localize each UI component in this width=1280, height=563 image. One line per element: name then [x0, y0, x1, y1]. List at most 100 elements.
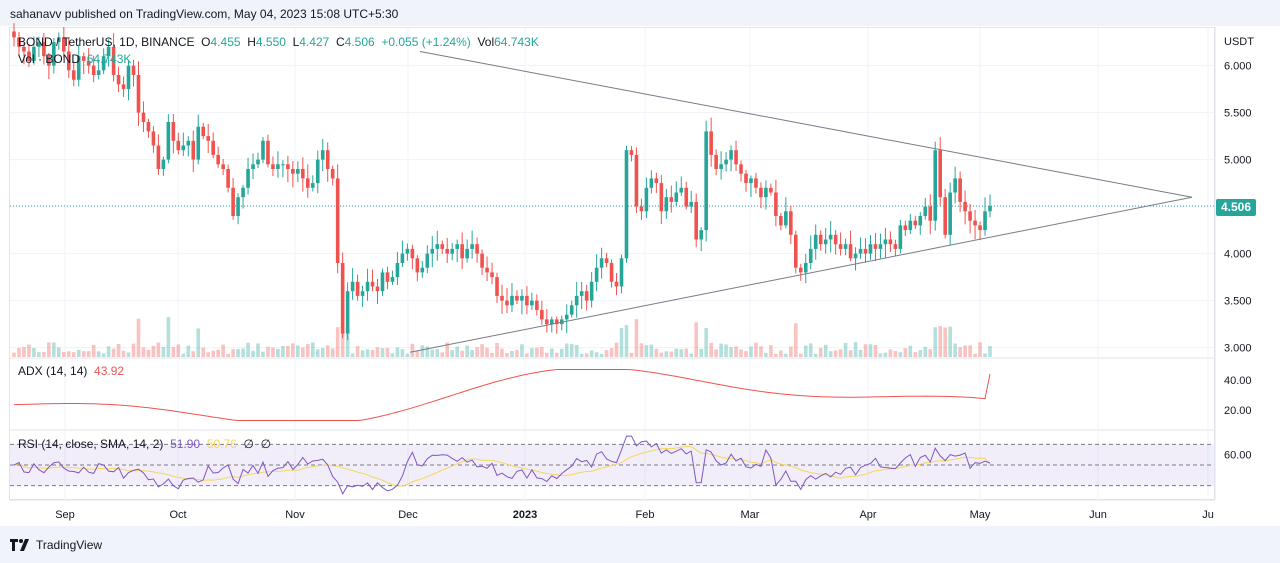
volume-bar	[236, 349, 240, 357]
candle-body	[340, 263, 345, 334]
candle-body	[848, 244, 853, 259]
volume-bar	[415, 350, 420, 357]
rsi-tick-label: 60.00	[1224, 450, 1252, 462]
candle-body	[853, 253, 858, 259]
volume-bar	[908, 345, 913, 357]
volume-bar	[440, 352, 445, 357]
vol-value: 64.743K	[494, 35, 539, 49]
volume-bar	[156, 342, 161, 357]
candle-body	[803, 263, 808, 273]
volume-bar	[86, 351, 91, 357]
volume-legend[interactable]: Vol · BOND 64.743K	[18, 52, 131, 66]
candle-body	[739, 164, 743, 174]
volume-bar	[430, 349, 435, 357]
lower-trendline	[409, 196, 1193, 353]
candle-body	[789, 211, 793, 235]
candle-body	[659, 183, 664, 212]
candle-body	[156, 145, 161, 169]
candle-body	[131, 65, 136, 75]
candle-body	[878, 244, 883, 249]
volume-bar	[410, 343, 415, 357]
candle-body	[818, 234, 823, 245]
candle-body	[42, 42, 46, 57]
candle-body	[674, 192, 679, 202]
volume-bar	[141, 347, 146, 357]
candle-body	[405, 248, 410, 254]
volume-bar	[286, 345, 290, 357]
rsi-line	[13, 435, 991, 496]
change-value: +0.055 (+1.24%)	[381, 35, 471, 49]
rsi-legend[interactable]: RSI (14, close, SMA, 14, 2) 51.90 50.76 …	[18, 437, 271, 451]
trendlines[interactable]	[409, 51, 1193, 353]
adx-legend[interactable]: ADX (14, 14) 43.92	[18, 364, 124, 378]
time-tick-label: Mar	[741, 509, 760, 521]
candle-body	[81, 56, 86, 61]
volume-bar	[500, 348, 504, 357]
candle-body	[305, 178, 310, 188]
candle-body	[664, 197, 669, 212]
candle-body	[32, 46, 36, 61]
candle-body	[116, 75, 121, 85]
volume-bar	[325, 345, 330, 357]
candle-body	[858, 248, 863, 254]
volume-bar	[898, 352, 903, 357]
candle-body	[873, 244, 878, 249]
candle-body	[106, 46, 111, 57]
candle-body	[574, 295, 579, 306]
candle-body	[410, 248, 415, 259]
volume-bar	[485, 347, 489, 357]
volume-bar	[256, 343, 260, 357]
volume-bar	[764, 352, 768, 357]
candle-body	[604, 258, 609, 263]
volume-bar	[883, 352, 888, 357]
candle-body	[699, 230, 703, 240]
candle-body	[86, 60, 91, 66]
volume-bar	[619, 328, 624, 357]
volume-bar	[953, 343, 957, 357]
volume-bar	[126, 352, 131, 357]
candle-body	[380, 272, 385, 292]
candle-body	[913, 220, 918, 226]
candle-body	[714, 154, 718, 169]
volume-bar	[948, 326, 952, 357]
volume-bar	[699, 348, 703, 357]
candle-body	[520, 295, 524, 301]
candle-body	[146, 122, 151, 132]
volume-bar	[37, 352, 41, 357]
volume-bar	[719, 343, 723, 357]
volume-bar	[639, 343, 644, 357]
candle-body	[943, 197, 947, 235]
volume-bar	[704, 327, 708, 357]
candle-body	[724, 159, 728, 165]
candle-body	[420, 267, 425, 273]
candle-body	[191, 140, 196, 160]
candle-body	[136, 75, 141, 113]
candle-body	[281, 164, 285, 166]
candle-body	[430, 248, 435, 254]
volume-bar	[291, 343, 295, 357]
volume-bar	[848, 350, 853, 357]
candle-body	[251, 164, 255, 169]
volume-bar	[903, 348, 908, 357]
vol-line-value: 64.743K	[86, 52, 132, 66]
candle-body	[470, 244, 474, 249]
candle-body	[883, 239, 888, 245]
volume-bar	[569, 343, 574, 357]
price-axis-currency: USDT	[1224, 36, 1254, 48]
volume-bar	[714, 349, 718, 357]
volume-bar	[320, 347, 325, 357]
candle-body	[166, 122, 171, 160]
volume-bar	[634, 319, 639, 357]
tradingview-logo[interactable]: TradingView	[10, 538, 102, 552]
volume-bar	[27, 344, 31, 357]
volume-bar	[963, 345, 967, 357]
tradingview-logo-icon	[10, 539, 29, 551]
volume-bar	[181, 353, 186, 357]
time-tick-label: May	[970, 509, 991, 521]
candle-body	[216, 154, 220, 165]
high-label: H	[247, 35, 256, 49]
candle-body	[589, 281, 594, 301]
volume-bar	[375, 347, 380, 357]
symbol-legend[interactable]: BOND / TetherUS, 1D, BINANCE O4.455 H4.5…	[18, 35, 539, 49]
